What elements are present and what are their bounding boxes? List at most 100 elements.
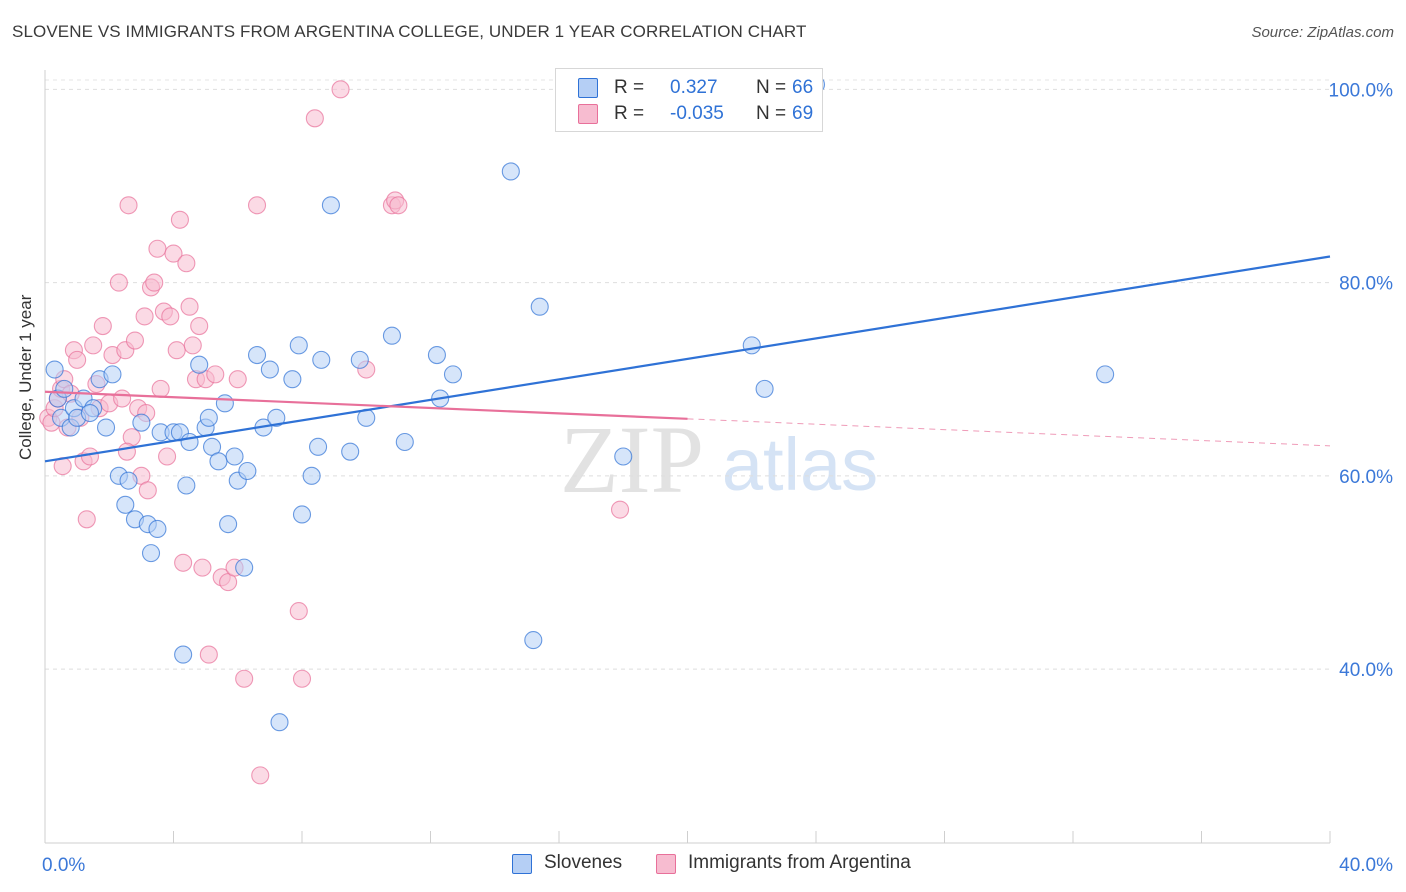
slovenes-point bbox=[501, 162, 520, 181]
slovenes-point bbox=[103, 365, 122, 384]
argentina-point bbox=[113, 389, 132, 408]
argentina-point bbox=[206, 365, 225, 384]
argentina-point bbox=[228, 370, 247, 389]
source-label: Source: ZipAtlas.com bbox=[1251, 24, 1394, 41]
argentina-point bbox=[331, 80, 350, 99]
argentina-point bbox=[305, 109, 324, 128]
slovenes-point bbox=[177, 476, 196, 495]
slovenes-point bbox=[219, 515, 238, 534]
y-tick-label: 80.0% bbox=[1339, 274, 1393, 295]
slovenes-point bbox=[1096, 365, 1115, 384]
slovenes-n-value: 66 bbox=[792, 77, 814, 98]
watermark-zip: ZIP bbox=[560, 406, 704, 513]
slovenes-point bbox=[96, 418, 116, 437]
slovenes-point bbox=[292, 505, 312, 524]
argentina-swatch bbox=[578, 104, 598, 124]
slovenes-point bbox=[199, 408, 218, 427]
argentina-r-value: -0.035 bbox=[670, 103, 724, 124]
n-label: N = bbox=[756, 77, 787, 98]
argentina-point bbox=[251, 766, 270, 785]
slovenes-point bbox=[289, 336, 308, 355]
argentina-point bbox=[138, 481, 157, 500]
argentina-point bbox=[125, 331, 144, 350]
argentina-point bbox=[161, 307, 180, 326]
argentina-point bbox=[109, 273, 128, 292]
argentina-point bbox=[180, 297, 199, 316]
trend-lines bbox=[44, 255, 1331, 463]
stats-legend: R = 0.327 N = 66 R = -0.035 N = 69 bbox=[555, 68, 823, 132]
slovenes-point bbox=[209, 452, 228, 471]
x-tick-label: 0.0% bbox=[42, 855, 85, 876]
watermark-atlas: atlas bbox=[722, 423, 878, 506]
argentina-point bbox=[77, 510, 96, 529]
slovenes-point bbox=[238, 461, 257, 481]
slovenes-point bbox=[267, 408, 286, 427]
slovenes-point bbox=[132, 413, 151, 432]
argentina-point bbox=[164, 244, 183, 263]
argentina-point bbox=[135, 307, 154, 326]
argentina-point bbox=[167, 341, 186, 360]
watermark: ZIP atlas bbox=[560, 406, 878, 513]
n-label: N = bbox=[756, 103, 787, 124]
argentina-point bbox=[193, 558, 212, 577]
slovenes-point bbox=[270, 713, 289, 732]
argentina-point bbox=[183, 336, 202, 355]
argentina-point bbox=[84, 336, 103, 355]
slovenes-point bbox=[312, 350, 331, 369]
series-legend: Slovenes Immigrants from Argentina bbox=[0, 852, 1406, 878]
argentina-legend-label: Immigrants from Argentina bbox=[688, 852, 911, 873]
argentina-point bbox=[158, 447, 177, 466]
slovenes-point bbox=[225, 447, 244, 466]
slovenes-legend-label: Slovenes bbox=[544, 852, 623, 873]
y-tick-label: 60.0% bbox=[1339, 467, 1393, 488]
argentina-trend-line bbox=[44, 390, 688, 420]
argentina-point bbox=[177, 254, 196, 273]
argentina-point bbox=[68, 350, 87, 369]
argentina-point bbox=[151, 379, 170, 398]
slovenes-point bbox=[350, 350, 369, 369]
data-points bbox=[39, 75, 1115, 785]
slovenes-point bbox=[443, 365, 463, 384]
slovenes-point bbox=[235, 558, 254, 577]
argentina-point bbox=[247, 196, 267, 215]
argentina-point bbox=[389, 196, 408, 215]
r-label: R = bbox=[614, 103, 645, 124]
slovenes-r-value: 0.327 bbox=[670, 77, 718, 98]
argentina-point bbox=[119, 196, 138, 215]
slovenes-point bbox=[395, 432, 414, 452]
slovenes-point bbox=[283, 370, 302, 389]
r-label: R = bbox=[614, 77, 645, 98]
slovenes-point bbox=[309, 437, 328, 456]
argentina-point bbox=[174, 553, 193, 572]
slovenes-point bbox=[341, 442, 360, 461]
axes bbox=[44, 70, 1331, 844]
argentina-point bbox=[93, 317, 112, 336]
slovenes-point bbox=[80, 403, 100, 423]
argentina-point bbox=[190, 317, 209, 336]
slovenes-point bbox=[45, 360, 64, 379]
slovenes-point bbox=[55, 379, 74, 398]
argentina-point bbox=[292, 669, 312, 688]
slovenes-legend-swatch bbox=[512, 854, 532, 874]
argentina-point bbox=[117, 442, 136, 461]
slovenes-point bbox=[190, 355, 209, 374]
argentina-legend-swatch bbox=[656, 854, 676, 874]
slovenes-point bbox=[321, 196, 340, 215]
slovenes-point bbox=[742, 336, 761, 355]
slovenes-point bbox=[174, 645, 193, 664]
argentina-point bbox=[80, 447, 100, 466]
argentina-point bbox=[199, 645, 218, 664]
slovenes-point bbox=[755, 379, 774, 398]
argentina-trend-extension bbox=[687, 418, 1331, 447]
tick-labels: 40.0% 60.0% 80.0% 100.0% 0.0% 40.0% bbox=[42, 80, 1393, 876]
slovenes-point bbox=[302, 466, 321, 485]
slovenes-point bbox=[180, 432, 199, 452]
x-tick-label: 40.0% bbox=[1339, 855, 1393, 876]
slovenes-point bbox=[614, 447, 633, 466]
argentina-point bbox=[145, 273, 164, 292]
y-tick-label: 100.0% bbox=[1329, 80, 1394, 101]
slovenes-point bbox=[260, 360, 279, 379]
argentina-point bbox=[610, 500, 630, 519]
slovenes-point bbox=[530, 297, 549, 316]
